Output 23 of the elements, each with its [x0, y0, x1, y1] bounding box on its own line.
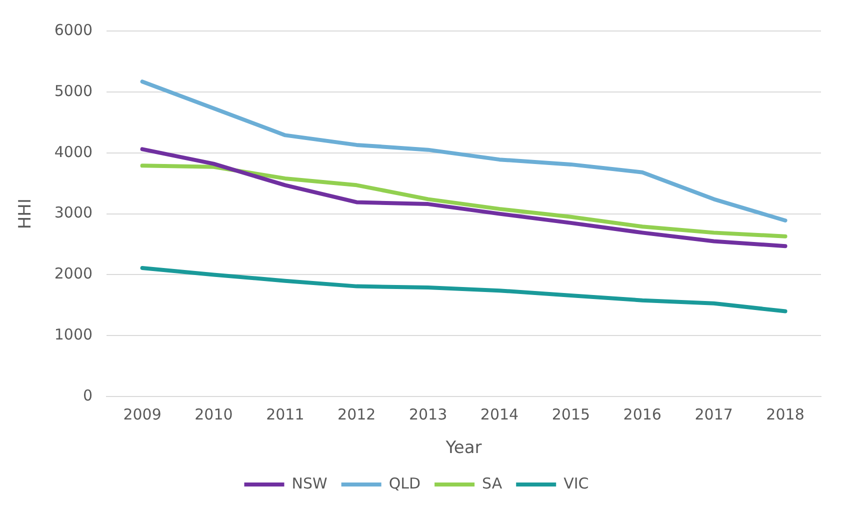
legend-label: QLD — [388, 474, 421, 492]
y-tick-label: 4000 — [54, 142, 93, 161]
x-tick-label: 2010 — [194, 405, 233, 424]
y-tick-label: 0 — [83, 386, 93, 404]
x-tick-label: 2014 — [480, 405, 519, 424]
x-tick-label: 2012 — [338, 405, 376, 424]
y-tick-label: 6000 — [54, 20, 93, 39]
y-tick-label: 1000 — [54, 326, 93, 344]
y-tick-label: 3000 — [54, 204, 93, 222]
legend-label: SA — [482, 474, 503, 492]
x-tick-label: 2015 — [552, 405, 590, 424]
legend-label: NSW — [292, 474, 328, 492]
x-tick-label: 2013 — [408, 405, 448, 424]
x-tick-label: 2016 — [623, 405, 662, 424]
x-tick-label: 2017 — [694, 405, 733, 424]
y-tick-label: 5000 — [54, 82, 93, 100]
x-axis-title: Year — [444, 438, 482, 458]
x-tick-label: 2009 — [123, 405, 162, 424]
y-tick-label: 2000 — [54, 264, 93, 283]
y-axis-title: HHI — [16, 198, 36, 230]
legend-label: VIC — [564, 474, 589, 492]
x-tick-label: 2011 — [266, 405, 304, 424]
x-tick-label: 2018 — [766, 405, 804, 424]
